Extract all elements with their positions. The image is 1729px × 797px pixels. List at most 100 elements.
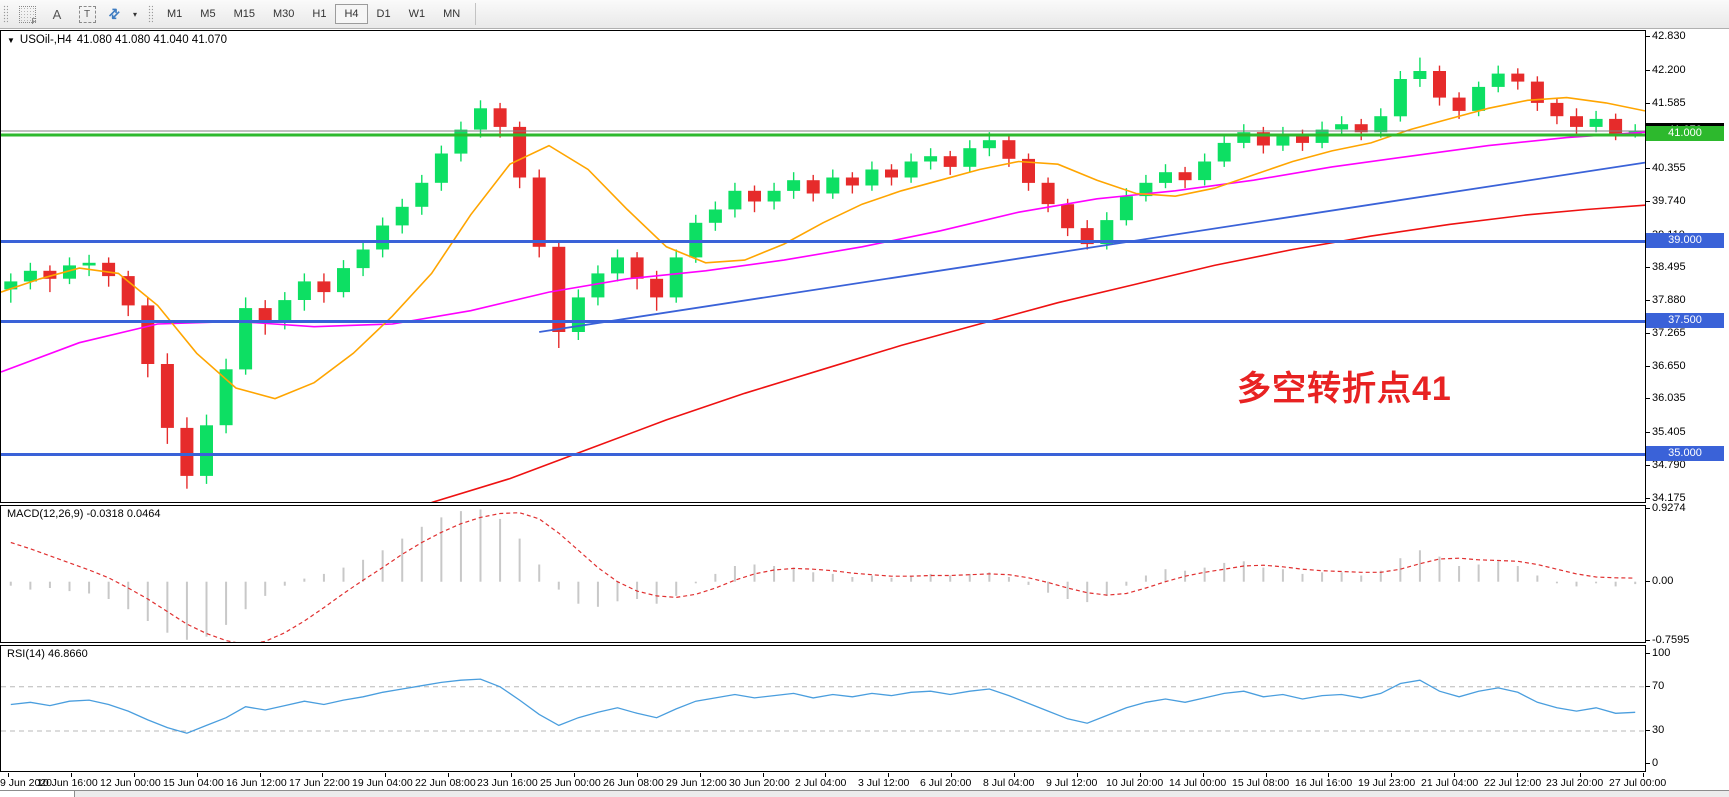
price-chart-pane[interactable]: ▼ USOil-,H4 41.080 41.080 41.040 41.070 … — [0, 30, 1646, 503]
time-axis-label: 19 Jun 04:00 — [352, 777, 413, 789]
price-tick-label: 37.265 — [1652, 327, 1686, 339]
time-axis-label: 6 Jul 20:00 — [920, 777, 972, 789]
candle — [141, 297, 155, 378]
candle — [1374, 108, 1388, 138]
axis-tick-mark — [1646, 640, 1650, 641]
time-axis-label: 30 Jun 20:00 — [729, 777, 790, 789]
time-tick-mark — [1580, 773, 1581, 777]
axis-tick-mark — [1646, 70, 1650, 71]
candle — [1002, 134, 1016, 167]
price-tick-label: 0.00 — [1652, 575, 1674, 587]
axis-tick-mark — [1646, 465, 1650, 466]
candle — [552, 241, 566, 348]
timeframe-m30[interactable]: M30 — [264, 4, 303, 24]
text-a-icon[interactable]: A — [52, 6, 62, 22]
candle — [1119, 188, 1133, 226]
price-tick-label: 35.405 — [1652, 426, 1686, 438]
time-tick-mark — [1517, 773, 1518, 777]
arrows-tool-icon[interactable]: ⇄ — [104, 4, 123, 23]
timeframe-h1[interactable]: H1 — [303, 4, 335, 24]
time-axis-label: 23 Jun 16:00 — [477, 777, 538, 789]
candle — [845, 172, 859, 194]
price-tick-label: 34.790 — [1652, 459, 1686, 471]
time-axis-label: 10 Jul 20:00 — [1106, 777, 1164, 789]
axis-tick-mark — [1646, 333, 1650, 334]
timeframe-m1[interactable]: M1 — [158, 4, 191, 24]
time-axis-label: 19 Jul 23:00 — [1358, 777, 1416, 789]
candle — [826, 169, 840, 199]
candle — [611, 249, 624, 282]
time-tick-mark — [825, 773, 826, 777]
candle — [1159, 164, 1172, 189]
time-tick-mark — [1014, 773, 1015, 777]
price-level-badge: 35.000 — [1646, 446, 1724, 461]
time-tick-mark — [448, 773, 449, 777]
timeframe-w1[interactable]: W1 — [400, 4, 435, 24]
chart-frame-icon[interactable]: F — [13, 2, 41, 26]
timeframe-grip[interactable] — [148, 5, 153, 23]
time-axis-label: 8 Jul 04:00 — [983, 777, 1035, 789]
price-tick-label: 0 — [1652, 757, 1659, 769]
candle — [82, 254, 96, 277]
candle — [591, 265, 605, 306]
blue-trendline — [539, 161, 1645, 333]
candle — [219, 358, 233, 434]
candle — [571, 289, 585, 340]
time-axis-label: 21 Jul 04:00 — [1421, 777, 1479, 789]
macd-chart-svg — [9, 509, 1637, 642]
price-tick-label: 30 — [1652, 724, 1665, 736]
time-axis-label: 22 Jun 08:00 — [415, 777, 476, 789]
candle — [1080, 220, 1094, 250]
window-bottom-strip — [0, 790, 1729, 797]
axis-tick-mark — [1646, 103, 1650, 104]
price-axis[interactable]: 42.83042.20041.58540.35539.74039.11038.4… — [1646, 0, 1729, 797]
axis-tick-mark — [1646, 398, 1650, 399]
toolbar-separator — [475, 3, 477, 25]
candle — [806, 174, 820, 202]
symbol-dropdown-icon[interactable]: ▼ — [7, 35, 15, 45]
candle — [1217, 134, 1231, 167]
axis-tick-mark — [1646, 432, 1650, 433]
ma-mid-magenta-line — [1, 131, 1645, 373]
candle — [1589, 110, 1603, 133]
macd-pane[interactable]: MACD(12,26,9) -0.0318 0.0464 — [0, 505, 1646, 643]
time-tick-mark — [511, 773, 512, 777]
time-axis-label: 3 Jul 12:00 — [858, 777, 910, 789]
timeframe-mn[interactable]: MN — [434, 4, 469, 24]
candle — [258, 300, 272, 335]
time-axis-label: 26 Jun 08:00 — [603, 777, 664, 789]
candle — [1511, 68, 1525, 90]
dropdown-caret-icon[interactable]: ▾ — [132, 9, 137, 19]
time-axis-label: 9 Jul 12:00 — [1046, 777, 1098, 789]
rsi-pane[interactable]: RSI(14) 46.8660 — [0, 645, 1646, 772]
text-label-icon[interactable]: T — [73, 2, 101, 26]
time-axis-label: 15 Jun 04:00 — [163, 777, 224, 789]
time-tick-mark — [1266, 773, 1267, 777]
candle — [787, 172, 801, 199]
time-axis-label: 15 Jul 08:00 — [1232, 777, 1290, 789]
candle — [1433, 65, 1446, 106]
candle — [767, 182, 781, 210]
axis-tick-mark — [1646, 508, 1650, 509]
price-tick-label: 37.880 — [1652, 294, 1686, 306]
chart-annotation-text[interactable]: 多空转折点41 — [1237, 370, 1452, 408]
candle — [356, 241, 370, 277]
candle — [904, 153, 918, 183]
timeframe-m15[interactable]: M15 — [225, 4, 264, 24]
ohlc-values: 41.080 41.080 41.040 41.070 — [76, 34, 227, 46]
candle — [728, 182, 742, 218]
time-axis-label: 27 Jul 00:00 — [1609, 777, 1667, 789]
toolbar-grip[interactable] — [3, 5, 8, 23]
price-chart-svg — [1, 57, 1645, 502]
timeframe-d1[interactable]: D1 — [368, 4, 400, 24]
rsi-line — [10, 678, 1636, 734]
candle — [474, 100, 487, 138]
time-axis[interactable]: 9 Jun 2020 10 Jun 16:00 12 Jun 00:00 15 Jun… — [0, 773, 1729, 789]
candle — [200, 414, 213, 484]
time-tick-mark — [385, 773, 386, 777]
timeframe-m5[interactable]: M5 — [191, 4, 224, 24]
chart-frame-icon: F — [18, 5, 37, 26]
timeframe-h4[interactable]: H4 — [335, 4, 368, 24]
rsi-label: RSI(14) 46.8660 — [7, 648, 88, 660]
